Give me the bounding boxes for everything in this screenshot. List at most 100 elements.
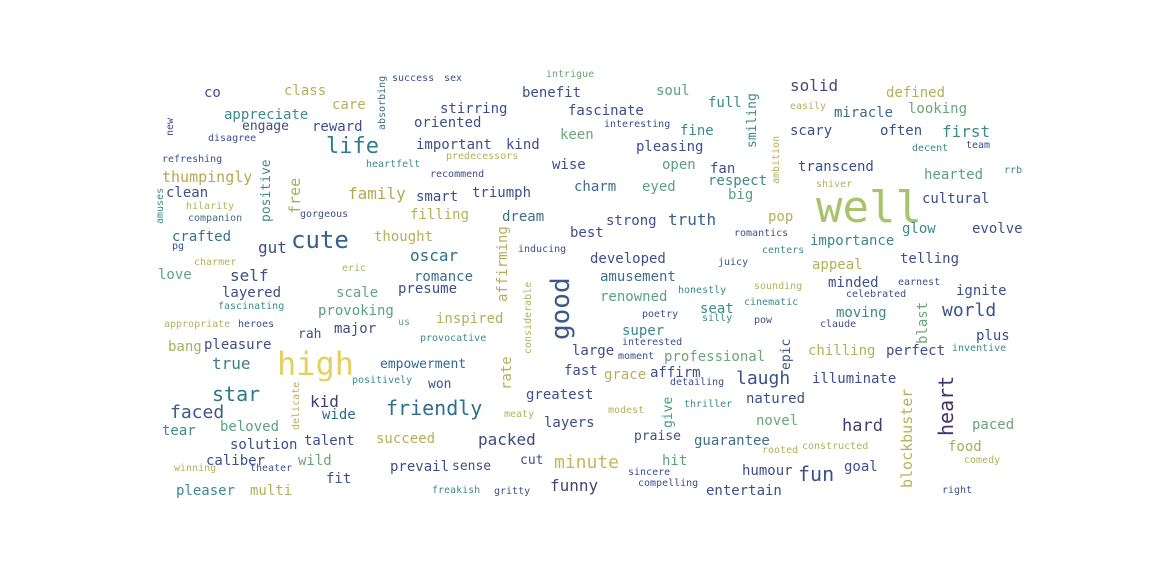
word-fine: fine (680, 123, 714, 139)
word-heart: heart (934, 375, 958, 436)
word-plus: plus (976, 328, 1010, 344)
word-class: class (284, 83, 327, 99)
word-succeed: succeed (376, 431, 436, 447)
word-paced: paced (972, 417, 1015, 433)
word-best: best (570, 225, 604, 241)
word-affirm: affirm (650, 365, 701, 381)
word-novel: novel (756, 413, 799, 429)
word-us: us (398, 317, 411, 328)
word-modest: modest (608, 405, 645, 416)
word-oscar: oscar (410, 246, 459, 265)
word-humour: humour (742, 463, 793, 479)
word-appreciate: appreciate (224, 107, 309, 123)
word-developed: developed (590, 251, 666, 267)
word-pop: pop (768, 209, 794, 225)
word-talent: talent (304, 433, 355, 449)
word-provoking: provoking (318, 303, 394, 319)
word-layers: layers (544, 415, 595, 431)
word-natured: natured (746, 391, 806, 407)
word-care: care (332, 97, 366, 113)
word-illuminate: illuminate (812, 371, 897, 387)
word-grace: grace (604, 367, 647, 383)
word-large: large (572, 343, 615, 359)
word-presume: presume (398, 281, 458, 297)
word-solid: solid (790, 76, 839, 95)
word-detailing: detailing (670, 377, 725, 388)
word-honestly: honestly (678, 285, 727, 296)
word-sincere: sincere (628, 467, 671, 478)
word-kid: kid (310, 392, 339, 411)
word-cute: cute (291, 226, 349, 254)
word-wild: wild (298, 453, 332, 469)
word-gritty: gritty (494, 486, 531, 497)
word-love: love (158, 267, 192, 283)
word-fan: fan (710, 161, 736, 177)
word-importance: importance (810, 233, 895, 249)
word-food: food (948, 439, 982, 455)
word-crafted: crafted (172, 229, 232, 245)
word-greatest: greatest (526, 387, 594, 403)
word-good: good (546, 277, 576, 340)
word-benefit: benefit (522, 85, 582, 101)
word-considerable: considerable (523, 281, 534, 354)
word-friendly: friendly (386, 396, 483, 420)
word-miracle: miracle (834, 105, 894, 121)
word-hilarity: hilarity (186, 201, 235, 212)
word-scary: scary (790, 123, 833, 139)
word-engage: engage (242, 119, 289, 134)
word-sense: sense (452, 459, 492, 474)
word-inventive: inventive (952, 343, 1007, 354)
word-fast: fast (564, 363, 598, 379)
word-major: major (334, 321, 377, 337)
word-often: often (880, 123, 923, 139)
word-renowned: renowned (600, 289, 668, 305)
word-thumpingly: thumpingly (162, 168, 253, 186)
word-smart: smart (416, 189, 459, 205)
word-oriented: oriented (414, 115, 482, 131)
word-super: super (622, 323, 665, 339)
word-pleasing: pleasing (636, 139, 704, 155)
word-perfect: perfect (886, 343, 946, 359)
word-layered: layered (222, 285, 282, 301)
word-keen: keen (560, 127, 594, 143)
word-fun: fun (798, 462, 835, 486)
word-evolve: evolve (972, 221, 1023, 237)
word-ambition: ambition (771, 135, 782, 184)
word-moving: moving (836, 305, 887, 321)
word-thriller: thriller (684, 399, 733, 410)
word-hit: hit (662, 453, 688, 469)
word-rrb: rrb (1004, 165, 1023, 176)
word-theater: theater (250, 463, 293, 474)
word-ignite: ignite (956, 283, 1007, 299)
word-easily: easily (790, 101, 827, 112)
word-provocative: provocative (420, 333, 487, 344)
word-gorgeous: gorgeous (300, 209, 349, 220)
word-glow: glow (902, 221, 936, 237)
word-soul: soul (656, 83, 690, 99)
word-positively: positively (352, 375, 413, 386)
word-wide: wide (322, 407, 356, 423)
word-self: self (230, 266, 269, 285)
word-pg: pg (172, 241, 185, 252)
word-well: well (816, 182, 922, 233)
word-strong: strong (606, 213, 657, 229)
word-faced: faced (170, 402, 225, 423)
word-funny: funny (550, 476, 599, 495)
word-looking: looking (908, 101, 968, 117)
word-meaty: meaty (504, 409, 535, 420)
word-hard: hard (842, 416, 883, 436)
word-rooted: rooted (762, 445, 799, 456)
word-life: life (326, 134, 379, 159)
word-cut: cut (520, 453, 544, 468)
word-blockbuster: blockbuster (898, 388, 916, 488)
word-open: open (662, 157, 696, 173)
word-defined: defined (886, 85, 946, 101)
word-fascinating: fascinating (218, 301, 285, 312)
word-true: true (212, 354, 251, 373)
word-important: important (416, 137, 492, 153)
word-sounding: sounding (754, 281, 803, 292)
word-decent: decent (912, 143, 949, 154)
word-shiver: shiver (816, 179, 853, 190)
word-eyed: eyed (642, 179, 676, 195)
